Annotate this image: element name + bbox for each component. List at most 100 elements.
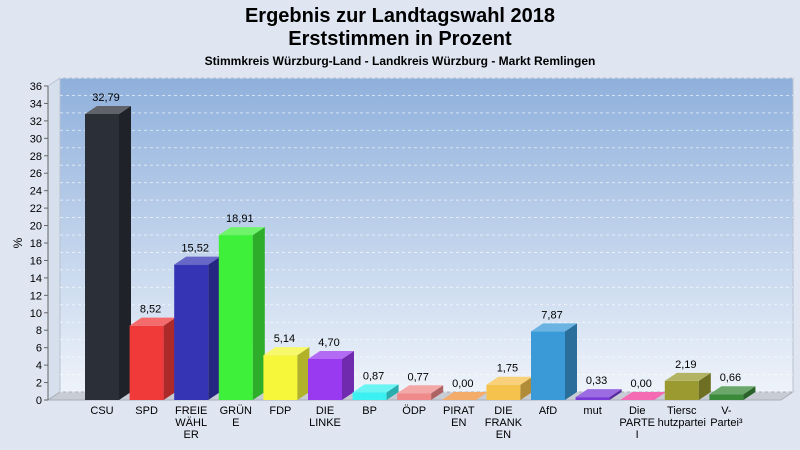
bar-front	[486, 384, 521, 400]
bar-front	[397, 393, 432, 400]
bar-front	[531, 331, 565, 400]
bar-value-label: 32,79	[92, 92, 120, 104]
bar-value-label: 0,87	[363, 370, 384, 382]
bar-side	[565, 323, 577, 400]
bar	[709, 386, 756, 400]
bar-side	[119, 105, 131, 400]
bar	[531, 323, 577, 400]
category-labels: CSU SPD FREIE WÄHL ER GRÜN E FDP DIE LINKE BP ÖDP PI…	[90, 405, 743, 441]
bar-top	[486, 376, 533, 385]
bar-value-label: 18,91	[226, 213, 254, 225]
bar	[620, 392, 667, 400]
y-tick-label: 30	[30, 133, 42, 145]
bar-top	[664, 372, 711, 381]
bar	[308, 351, 354, 400]
bar-side	[163, 317, 176, 400]
bar-value-label: 5,14	[274, 333, 295, 345]
bar-top	[441, 392, 488, 400]
bar-value-label: 0,66	[720, 372, 741, 384]
bar-value-label: 4,70	[318, 337, 339, 349]
plot-side-wall	[47, 77, 61, 401]
bar-side	[297, 347, 310, 400]
bar	[85, 105, 131, 400]
category-label: mut	[583, 405, 601, 417]
y-tick-label: 28	[30, 151, 42, 163]
y-tick-label: 24	[30, 186, 42, 198]
category-label: ÖDP	[402, 405, 426, 417]
category-label: SPD	[135, 405, 158, 417]
bar-top	[620, 392, 667, 400]
bar-top	[352, 384, 399, 393]
bar-top	[709, 386, 756, 395]
bar-side	[252, 227, 265, 400]
bar-front	[218, 235, 253, 400]
bar-value-label: 15,52	[181, 243, 209, 255]
bar-side	[743, 386, 756, 400]
category-label: DIE FRANK EN	[485, 405, 523, 441]
category-label: BP	[362, 405, 377, 417]
bar-value-label: 0,33	[586, 375, 607, 387]
y-tick-label: 8	[36, 325, 42, 337]
bar	[397, 385, 444, 400]
y-tick-label: 12	[30, 290, 42, 302]
chart-title-line2: Erststimmen in Prozent	[288, 28, 512, 50]
bar-side	[520, 376, 533, 400]
bar-top	[397, 385, 444, 394]
bar-side	[698, 372, 711, 400]
y-tick-label: 0	[36, 395, 42, 407]
category-label: GRÜN E	[220, 405, 252, 429]
bar	[129, 317, 176, 400]
y-tick-label: 18	[30, 238, 42, 250]
bar-top	[174, 256, 221, 265]
y-tick-label: 14	[30, 273, 42, 285]
category-label: Tiersc hutzpartei	[658, 405, 706, 429]
bar-front	[664, 380, 699, 400]
chart-title-line1: Ergebnis zur Landtagswahl 2018	[244, 5, 556, 27]
bar-front	[85, 113, 119, 400]
category-label: FDP	[269, 405, 291, 417]
category-label: CSU	[90, 405, 113, 417]
y-axis-label: %	[11, 237, 25, 248]
y-tick-label: 34	[30, 98, 42, 110]
bar-top	[129, 317, 176, 326]
bar-value-label: 0,00	[630, 378, 651, 390]
bar-front	[709, 394, 744, 400]
bar-value-label: 7,87	[541, 309, 562, 321]
category-label: V-Partei³	[710, 405, 743, 429]
y-tick-label: 36	[30, 81, 42, 93]
bar-value-label: 1,75	[497, 363, 518, 375]
bars	[85, 105, 756, 400]
bar-side	[208, 256, 221, 400]
bar	[664, 372, 711, 400]
bar-front	[174, 264, 209, 400]
y-tick-label: 16	[30, 255, 42, 267]
bar-top	[575, 389, 622, 398]
bar-value-label: 2,19	[675, 359, 696, 371]
value-labels: 32,79 8,52 15,52 18,91 5,14 4,70 0,87 0,77 0,00 1…	[92, 92, 741, 390]
bar	[486, 376, 533, 400]
y-tick-label: 6	[36, 343, 42, 355]
bar-side	[342, 351, 354, 400]
y-tick-label: 22	[30, 203, 42, 215]
y-tick-label: 10	[30, 308, 42, 320]
bar	[575, 389, 622, 400]
bar-front	[263, 355, 298, 400]
y-tick-label: 4	[36, 360, 42, 372]
bar-value-label: 0,00	[452, 378, 473, 390]
bar-side	[386, 384, 399, 400]
bar-side	[431, 385, 444, 400]
bar-front	[308, 359, 342, 400]
bar-top	[531, 323, 577, 332]
y-tick-label: 32	[30, 116, 42, 128]
bar	[352, 384, 399, 400]
bar-front	[129, 325, 164, 400]
category-label: Die PARTE I	[619, 405, 655, 441]
y-tick-label: 2	[36, 378, 42, 390]
y-tick-label: 20	[30, 221, 42, 233]
bar	[263, 347, 310, 400]
category-label: AfD	[539, 405, 557, 417]
bar-top	[218, 227, 265, 236]
